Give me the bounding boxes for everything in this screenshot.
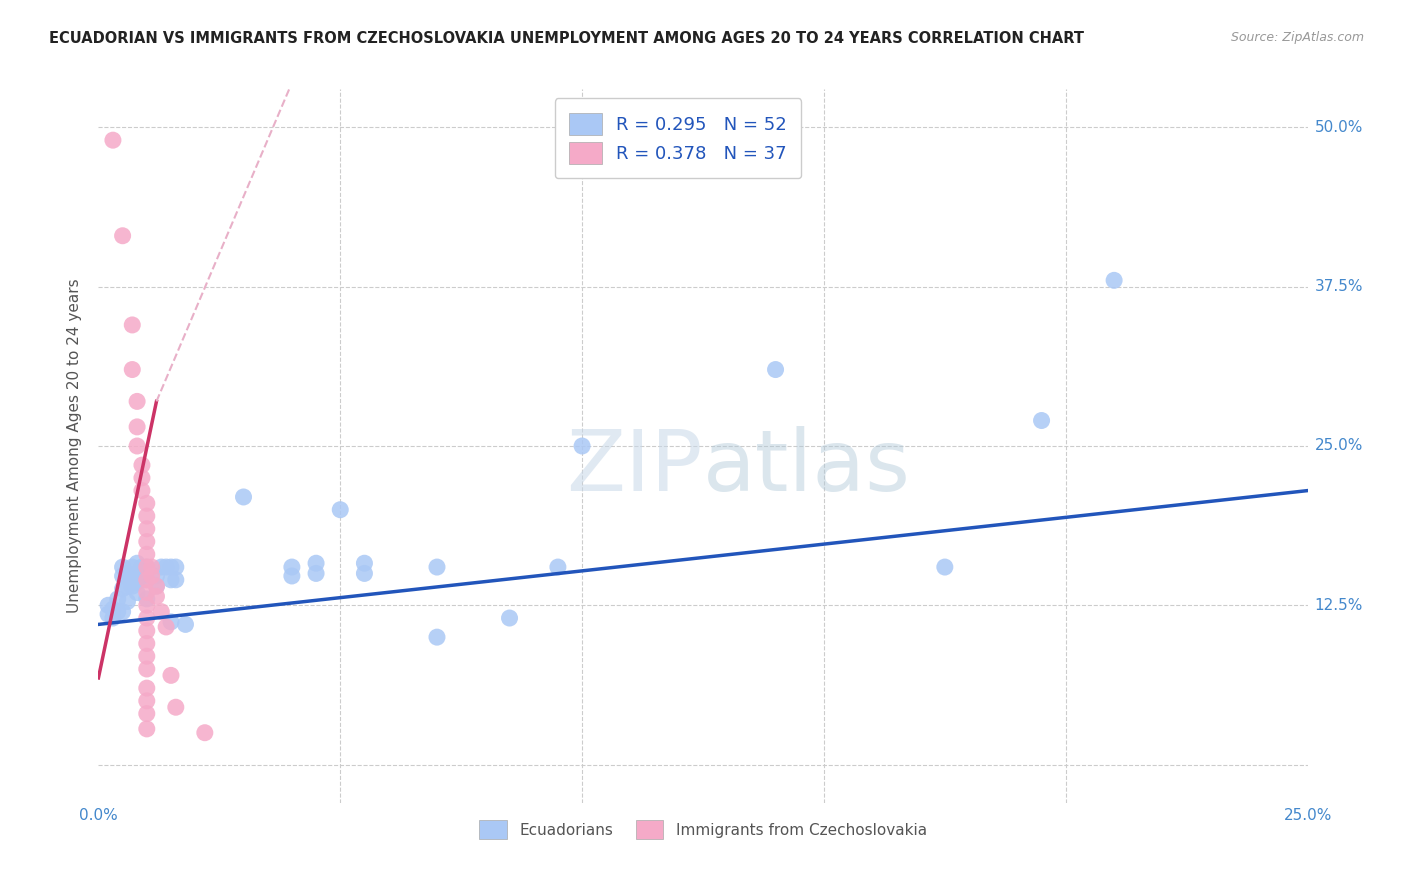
Point: [281, 569, 304, 583]
Point: [765, 362, 787, 376]
Point: [160, 560, 183, 574]
Point: [97, 607, 120, 622]
Point: [135, 522, 157, 536]
Point: [135, 649, 157, 664]
Point: [121, 579, 143, 593]
Point: [498, 611, 520, 625]
Point: [135, 694, 157, 708]
Point: [1031, 413, 1053, 427]
Point: [107, 605, 129, 619]
Point: [571, 439, 593, 453]
Point: [353, 556, 375, 570]
Point: [305, 566, 328, 581]
Point: [135, 560, 157, 574]
Point: [117, 594, 139, 608]
Point: [165, 573, 187, 587]
Point: [426, 560, 449, 574]
Point: [135, 681, 157, 695]
Text: 25.0%: 25.0%: [1315, 439, 1362, 453]
Point: [305, 556, 328, 570]
Point: [101, 133, 124, 147]
Point: [194, 725, 217, 739]
Point: [135, 624, 157, 638]
Point: [232, 490, 254, 504]
Point: [127, 420, 149, 434]
Point: [111, 605, 134, 619]
Point: [135, 534, 157, 549]
Point: [121, 318, 143, 332]
Point: [101, 611, 124, 625]
Point: [135, 547, 157, 561]
Point: [281, 560, 304, 574]
Point: [547, 560, 569, 574]
Text: atlas: atlas: [703, 425, 911, 509]
Point: [101, 602, 124, 616]
Point: [174, 617, 197, 632]
Point: [135, 585, 157, 599]
Point: [121, 362, 143, 376]
Point: [934, 560, 956, 574]
Point: [111, 560, 134, 574]
Point: [117, 566, 139, 581]
Legend: Ecuadorians, Immigrants from Czechoslovakia: Ecuadorians, Immigrants from Czechoslova…: [474, 814, 932, 845]
Point: [127, 575, 149, 590]
Point: [1102, 273, 1125, 287]
Point: [155, 560, 177, 574]
Text: 37.5%: 37.5%: [1315, 279, 1362, 294]
Text: 50.0%: 50.0%: [1315, 120, 1362, 135]
Point: [150, 605, 173, 619]
Point: [160, 573, 183, 587]
Point: [145, 590, 167, 604]
Point: [111, 569, 134, 583]
Point: [141, 560, 163, 574]
Point: [135, 599, 157, 613]
Point: [131, 458, 153, 472]
Point: [135, 573, 157, 587]
Point: [135, 722, 157, 736]
Text: ZIP: ZIP: [567, 425, 703, 509]
Point: [127, 439, 149, 453]
Point: [127, 556, 149, 570]
Point: [353, 566, 375, 581]
Point: [150, 560, 173, 574]
Point: [131, 483, 153, 498]
Point: [145, 579, 167, 593]
Point: [111, 582, 134, 596]
Point: [97, 599, 120, 613]
Point: [165, 700, 187, 714]
Point: [121, 569, 143, 583]
Point: [141, 569, 163, 583]
Text: 12.5%: 12.5%: [1315, 598, 1362, 613]
Point: [135, 662, 157, 676]
Point: [127, 585, 149, 599]
Point: [135, 496, 157, 510]
Point: [135, 591, 157, 606]
Point: [107, 591, 129, 606]
Point: [329, 502, 352, 516]
Point: [426, 630, 449, 644]
Point: [131, 471, 153, 485]
Point: [135, 611, 157, 625]
Point: [145, 579, 167, 593]
Y-axis label: Unemployment Among Ages 20 to 24 years: Unemployment Among Ages 20 to 24 years: [67, 278, 83, 614]
Point: [127, 566, 149, 581]
Point: [131, 569, 153, 583]
Point: [160, 615, 183, 629]
Point: [127, 394, 149, 409]
Text: Source: ZipAtlas.com: Source: ZipAtlas.com: [1230, 31, 1364, 45]
Point: [131, 560, 153, 574]
Point: [155, 620, 177, 634]
Point: [135, 509, 157, 524]
Text: ECUADORIAN VS IMMIGRANTS FROM CZECHOSLOVAKIA UNEMPLOYMENT AMONG AGES 20 TO 24 YE: ECUADORIAN VS IMMIGRANTS FROM CZECHOSLOV…: [49, 31, 1084, 46]
Point: [135, 573, 157, 587]
Point: [121, 560, 143, 574]
Point: [135, 560, 157, 574]
Point: [145, 569, 167, 583]
Point: [165, 560, 187, 574]
Point: [135, 706, 157, 721]
Point: [117, 579, 139, 593]
Point: [135, 636, 157, 650]
Point: [160, 668, 183, 682]
Point: [111, 228, 134, 243]
